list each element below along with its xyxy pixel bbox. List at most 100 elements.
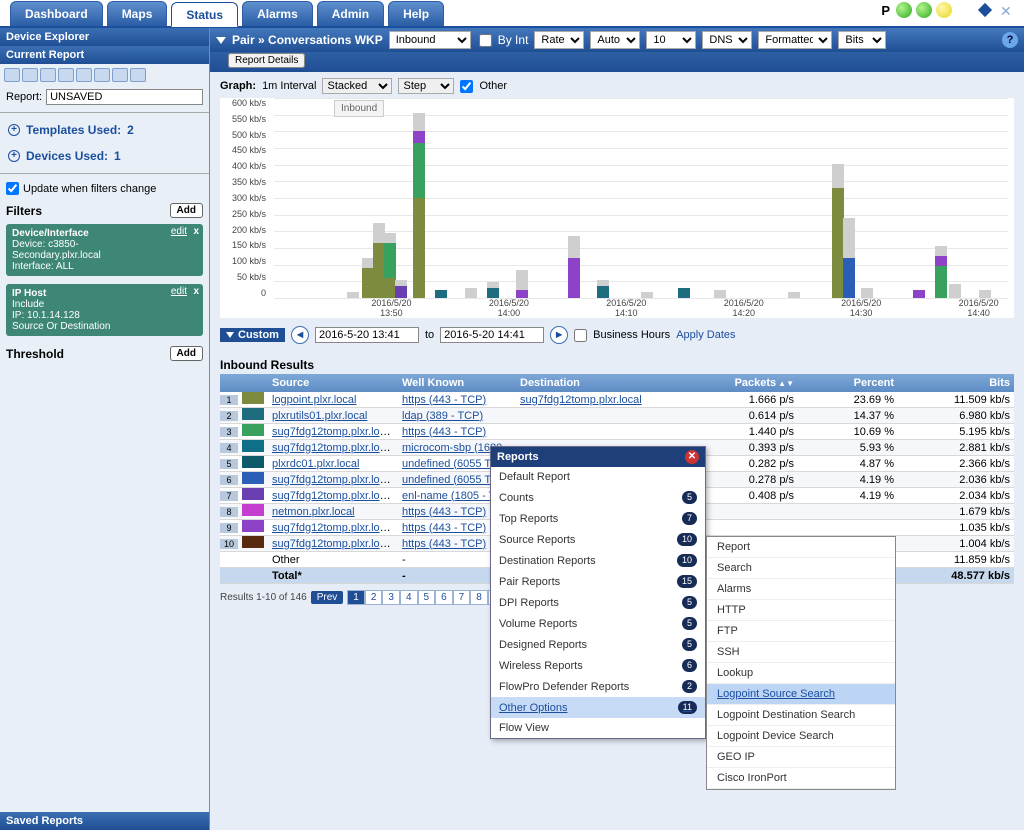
table-row[interactable]: 1logpoint.plxr.localhttps (443 - TCP)sug… xyxy=(220,392,1014,408)
custom-range-button[interactable]: Custom xyxy=(220,328,285,342)
device-explorer-header[interactable]: Device Explorer xyxy=(0,28,209,46)
current-report-header[interactable]: Current Report xyxy=(0,46,209,64)
toolbar-btn-8[interactable] xyxy=(130,68,146,82)
direction-select[interactable]: Inbound xyxy=(389,31,471,49)
time-prev-button[interactable]: ◄ xyxy=(291,326,309,344)
graph-label: Graph: xyxy=(220,80,256,92)
submenu-item[interactable]: Search xyxy=(707,558,895,579)
toolbar-btn-1[interactable] xyxy=(4,68,20,82)
toolbar-btn-2[interactable] xyxy=(22,68,38,82)
devices-expander[interactable]: + Devices Used: 1 xyxy=(0,143,209,169)
toolbar-btn-4[interactable] xyxy=(58,68,74,82)
toolbar-btn-5[interactable] xyxy=(76,68,92,82)
report-name-input[interactable] xyxy=(46,89,203,105)
context-menu-item[interactable]: Top Reports7 xyxy=(491,508,705,529)
submenu-item[interactable]: Lookup xyxy=(707,663,895,684)
context-menu-close[interactable]: ✕ xyxy=(685,450,699,464)
pagination-page[interactable]: 3 xyxy=(382,590,400,605)
pagination-page[interactable]: 6 xyxy=(435,590,453,605)
toolbar-btn-7[interactable] xyxy=(112,68,128,82)
col-destination[interactable]: Destination xyxy=(516,377,702,389)
filter-remove[interactable]: x xyxy=(193,286,199,297)
submenu-item[interactable]: SSH xyxy=(707,642,895,663)
submenu-item[interactable]: HTTP xyxy=(707,600,895,621)
submenu-item[interactable]: Report xyxy=(707,537,895,558)
format-select[interactable]: Formatted xyxy=(758,31,832,49)
context-menu-item[interactable]: Pair Reports15 xyxy=(491,571,705,592)
toolbar-btn-3[interactable] xyxy=(40,68,56,82)
info-icon[interactable] xyxy=(978,3,992,17)
submenu-item[interactable]: Logpoint Source Search xyxy=(707,684,895,705)
context-menu-item[interactable]: Volume Reports5 xyxy=(491,613,705,634)
submenu-item[interactable]: Logpoint Destination Search xyxy=(707,705,895,726)
rate-select[interactable]: Rate xyxy=(534,31,584,49)
pagination-page[interactable]: 4 xyxy=(400,590,418,605)
tab-admin[interactable]: Admin xyxy=(317,1,384,26)
by-int-checkbox[interactable] xyxy=(479,34,492,47)
from-date-input[interactable] xyxy=(315,327,419,343)
saved-reports-header[interactable]: Saved Reports xyxy=(0,812,209,830)
toolbar-btn-6[interactable] xyxy=(94,68,110,82)
to-label: to xyxy=(425,329,434,341)
to-date-input[interactable] xyxy=(440,327,544,343)
tools-icon[interactable]: ✕ xyxy=(1000,3,1014,17)
tab-help[interactable]: Help xyxy=(388,1,444,26)
pagination-page[interactable]: 7 xyxy=(453,590,471,605)
graph-step-select[interactable]: Step xyxy=(398,78,454,94)
graph-mode-select[interactable]: Stacked xyxy=(322,78,392,94)
col-source[interactable]: Source xyxy=(268,377,398,389)
filter-card-iphost[interactable]: IP Host edit x Include IP: 10.1.14.128 S… xyxy=(6,284,203,336)
context-menu-item[interactable]: Counts5 xyxy=(491,487,705,508)
templates-expander[interactable]: + Templates Used: 2 xyxy=(0,117,209,143)
filters-add-button[interactable]: Add xyxy=(170,203,203,218)
report-details-button[interactable]: Report Details xyxy=(228,53,305,68)
pagination-page[interactable]: 5 xyxy=(418,590,436,605)
col-wellknown[interactable]: Well Known xyxy=(398,377,516,389)
graph-other-checkbox[interactable] xyxy=(460,80,473,93)
context-menu-item[interactable]: Destination Reports10 xyxy=(491,550,705,571)
dns-select[interactable]: DNS xyxy=(702,31,752,49)
context-menu-item[interactable]: Source Reports10 xyxy=(491,529,705,550)
context-menu-item[interactable]: Wireless Reports6 xyxy=(491,655,705,676)
tab-alarms[interactable]: Alarms xyxy=(242,1,313,26)
submenu-item[interactable]: GEO IP xyxy=(707,747,895,768)
time-next-button[interactable]: ► xyxy=(550,326,568,344)
submenu-item[interactable]: FTP xyxy=(707,621,895,642)
filter-remove[interactable]: x xyxy=(193,226,199,237)
pagination-prev[interactable]: Prev xyxy=(311,591,344,604)
filter-edit[interactable]: edit xyxy=(171,226,187,237)
business-hours-checkbox[interactable] xyxy=(574,329,587,342)
pagination-page[interactable]: 1 xyxy=(347,590,365,605)
col-bits[interactable]: Bits xyxy=(898,377,1014,389)
help-icon[interactable]: ? xyxy=(1002,32,1018,48)
context-menu-item[interactable]: FlowPro Defender Reports2 xyxy=(491,676,705,697)
threshold-add-button[interactable]: Add xyxy=(170,346,203,361)
pagination-page[interactable]: 8 xyxy=(470,590,488,605)
collapse-icon[interactable] xyxy=(216,37,226,44)
tab-status[interactable]: Status xyxy=(171,2,238,27)
col-packets[interactable]: Packets▲▼ xyxy=(702,377,798,389)
count-select[interactable]: 10 xyxy=(646,31,696,49)
context-menu-item[interactable]: DPI Reports5 xyxy=(491,592,705,613)
col-percent[interactable]: Percent xyxy=(798,377,898,389)
context-menu-item[interactable]: Flow View xyxy=(491,718,705,738)
reports-context-menu: Reports ✕ Default ReportCounts5Top Repor… xyxy=(490,446,706,739)
unit-select[interactable]: Bits xyxy=(838,31,886,49)
auto-select[interactable]: Auto xyxy=(590,31,640,49)
context-menu-item[interactable]: Designed Reports5 xyxy=(491,634,705,655)
tab-dashboard[interactable]: Dashboard xyxy=(10,1,103,26)
submenu-item[interactable]: Logpoint Device Search xyxy=(707,726,895,747)
apply-dates-link[interactable]: Apply Dates xyxy=(676,329,735,341)
filter-edit[interactable]: edit xyxy=(171,286,187,297)
context-menu-item[interactable]: Other Options11 xyxy=(491,697,705,718)
submenu-item[interactable]: Cisco IronPort xyxy=(707,768,895,789)
tab-maps[interactable]: Maps xyxy=(107,1,168,26)
context-menu-item[interactable]: Default Report xyxy=(491,467,705,487)
table-row[interactable]: 3sug7fdg12tomp.plxr.loc...https (443 - T… xyxy=(220,424,1014,440)
pagination-page[interactable]: 2 xyxy=(365,590,383,605)
filter-card-device[interactable]: Device/Interface edit x Device: c3850- S… xyxy=(6,224,203,276)
update-on-filter-checkbox[interactable] xyxy=(6,182,19,195)
table-row[interactable]: 2plxrutils01.plxr.localldap (389 - TCP)0… xyxy=(220,408,1014,424)
submenu-item[interactable]: Alarms xyxy=(707,579,895,600)
filters-title: Filters xyxy=(6,204,42,218)
